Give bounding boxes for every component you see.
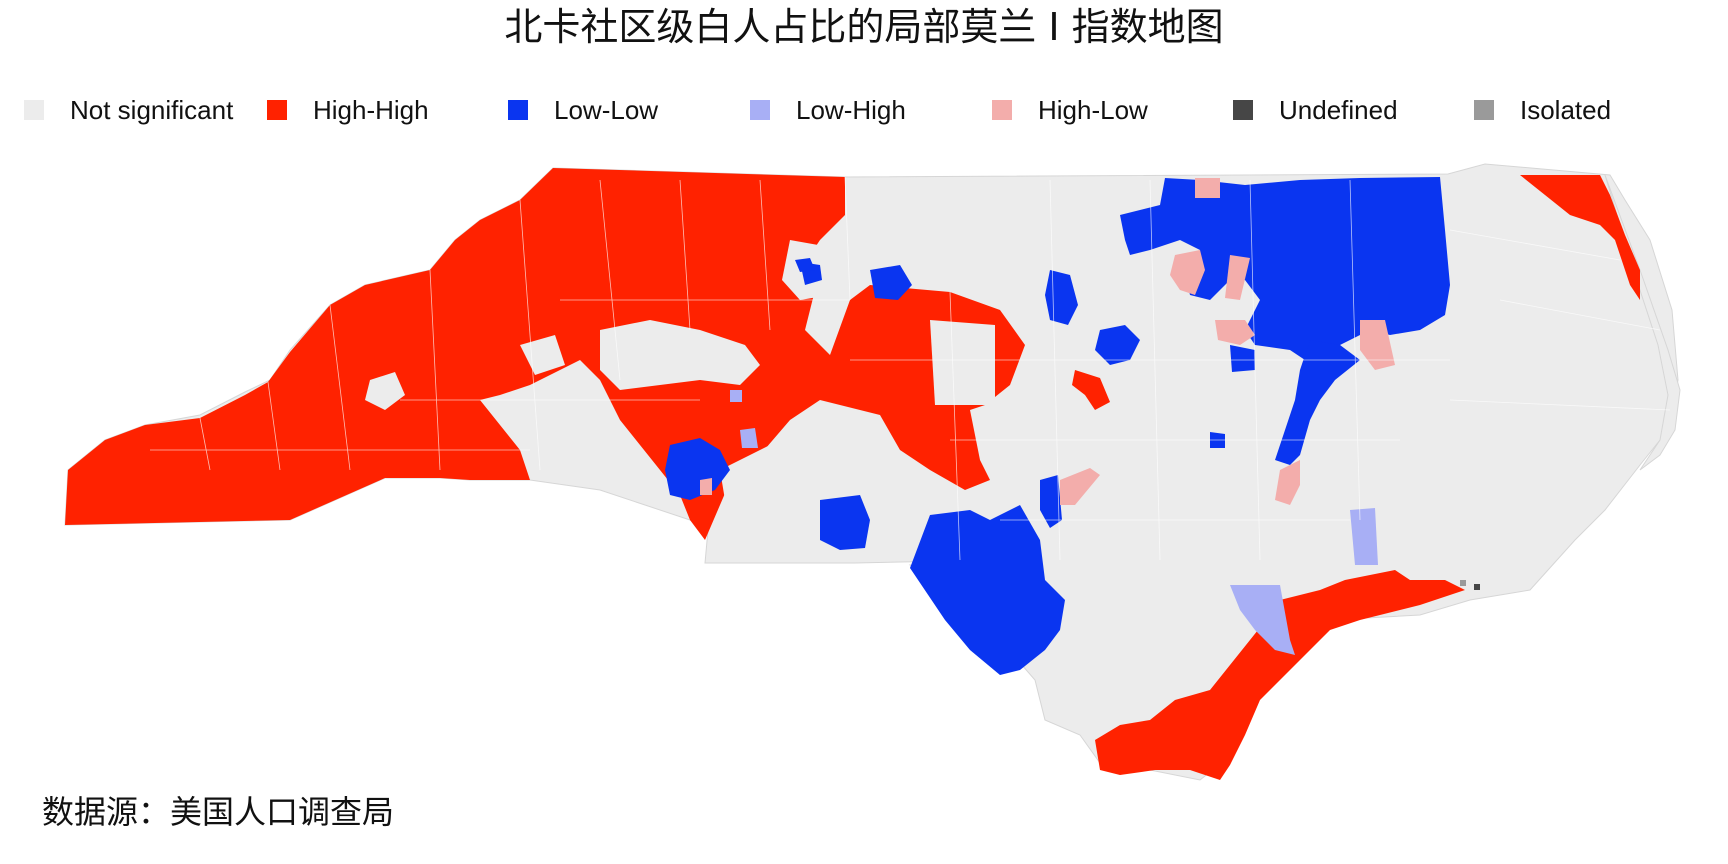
legend-swatch-high-high: [267, 100, 287, 120]
cluster-wilson: [1360, 320, 1395, 370]
legend-label-high-low: High-Low: [1038, 94, 1148, 125]
hole-mountain-valley: [365, 372, 405, 410]
cluster-southeast-piedmont: [910, 505, 1065, 675]
cluster-triangle-south: [1060, 468, 1100, 505]
legend-label-low-low: Low-Low: [554, 94, 659, 125]
cluster-franklin: [1215, 320, 1255, 345]
legend-item-high-high: High-High: [267, 92, 429, 128]
cluster-lumberton: [1040, 475, 1062, 528]
legend-label-high-high: High-High: [313, 94, 429, 125]
cluster-charlotte-south: [700, 478, 712, 495]
cluster-southeast-coast: [1095, 570, 1465, 780]
low-high-clusters: [730, 390, 1378, 655]
legend-item-not-significant: Not significant: [24, 92, 233, 128]
legend-label-undefined: Undefined: [1279, 94, 1398, 125]
legend-label-not-significant: Not significant: [70, 94, 234, 125]
undefined-isolated: [1460, 580, 1480, 590]
legend-item-isolated: Isolated: [1474, 92, 1611, 128]
legend-swatch-low-high: [750, 100, 770, 120]
hole-west-foothills: [600, 320, 760, 390]
legend-item-undefined: Undefined: [1233, 92, 1398, 128]
legend-label-isolated: Isolated: [1520, 94, 1612, 125]
legend-swatch-high-low: [992, 100, 1012, 120]
north-carolina-map: [64, 163, 1681, 781]
legend-item-high-low: High-Low: [992, 92, 1148, 128]
cluster-east-spot: [1072, 370, 1110, 410]
legend-swatch-isolated: [1474, 100, 1494, 120]
cluster-charlotte: [665, 438, 730, 500]
cluster-rocky-mount: [1275, 340, 1360, 465]
legend-swatch-not-significant: [24, 100, 44, 120]
legend: Not significant High-High Low-Low Low-Hi…: [24, 92, 1704, 128]
data-source-caption: 数据源：美国人口调查局: [42, 793, 395, 831]
cluster-henderson: [1195, 178, 1220, 198]
cluster-rocky-edge: [1225, 255, 1250, 300]
map-title: 北卡社区级白人占比的局部莫兰 I 指数地图: [504, 5, 1224, 49]
cluster-wilmington-inland: [1230, 585, 1295, 655]
cluster-fayetteville-south: [820, 495, 870, 550]
isolated-swatch-coast: [1460, 580, 1466, 586]
cluster-wake-forest: [1170, 250, 1205, 295]
not-significant-holes: [365, 240, 995, 530]
cluster-kinston: [1275, 460, 1300, 505]
outer-banks: [1604, 174, 1681, 471]
high-low-clusters: [700, 178, 1395, 505]
legend-item-low-high: Low-High: [750, 92, 906, 128]
cluster-high-point: [1230, 345, 1255, 372]
cluster-greensboro: [870, 265, 912, 300]
legend-item-low-low: Low-Low: [508, 92, 658, 128]
cluster-northeast-tip: [1520, 175, 1640, 300]
cluster-concord-edge: [730, 390, 742, 402]
legend-label-low-high: Low-High: [796, 94, 906, 125]
boundary-lines: [150, 176, 1671, 561]
cluster-charlotte-edge: [740, 428, 758, 448]
hole-south-piedmont: [720, 440, 805, 530]
legend-swatch-undefined: [1233, 100, 1253, 120]
cluster-durham: [1095, 325, 1140, 365]
cluster-salisbury: [795, 258, 815, 272]
legend-swatch-low-low: [508, 100, 528, 120]
cluster-jacksonville: [1350, 508, 1378, 565]
county-boundaries: [150, 176, 1671, 561]
undefined-swatch-coast: [1474, 584, 1480, 590]
hole-blue-ridge: [520, 335, 565, 375]
hole-central: [930, 320, 995, 405]
